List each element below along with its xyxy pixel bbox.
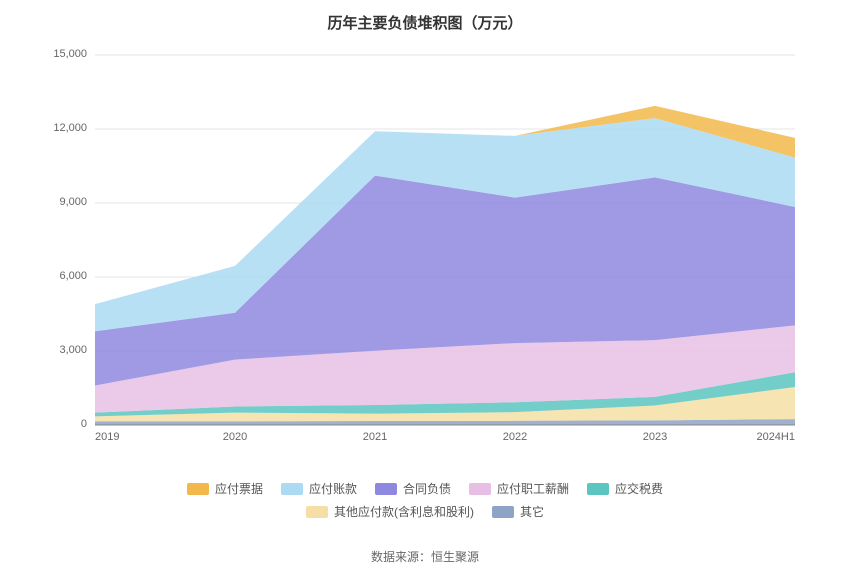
y-axis-label: 3,000 [59, 344, 87, 356]
legend-label: 其它 [520, 503, 544, 520]
y-axis-label: 0 [81, 418, 87, 430]
legend-item[interactable]: 其他应付款(含利息和股利) [306, 503, 474, 520]
source-prefix: 数据来源： [371, 550, 431, 564]
y-axis-label: 12,000 [53, 122, 87, 134]
chart-title: 历年主要负债堆积图（万元） [0, 0, 850, 33]
y-axis-label: 15,000 [53, 48, 87, 60]
x-axis-label: 2019 [95, 431, 119, 443]
legend-item[interactable]: 应付票据 [187, 480, 263, 497]
data-source: 数据来源：恒生聚源 [0, 548, 850, 565]
chart-container: 历年主要负债堆积图（万元） 应付票据 应付账款 合同负债 应付职工薪酬 应交税费其他应付… [0, 0, 850, 575]
plot-area [95, 55, 795, 425]
y-axis-label: 6,000 [59, 270, 87, 282]
legend-swatch [492, 506, 514, 518]
x-axis-label: 2024H1 [756, 431, 795, 443]
legend-swatch [187, 483, 209, 495]
x-axis-label: 2023 [643, 431, 667, 443]
legend-swatch [306, 506, 328, 518]
x-axis-label: 2021 [363, 431, 387, 443]
legend-swatch [469, 483, 491, 495]
legend-label: 应付账款 [309, 480, 357, 497]
legend-swatch [375, 483, 397, 495]
legend-label: 应付票据 [215, 480, 263, 497]
legend-item[interactable]: 应付账款 [281, 480, 357, 497]
x-axis-label: 2020 [223, 431, 247, 443]
legend: 应付票据 应付账款 合同负债 应付职工薪酬 应交税费其他应付款(含利息和股利) 其它 [0, 480, 850, 520]
legend-item[interactable]: 应付职工薪酬 [469, 480, 569, 497]
legend-label: 其他应付款(含利息和股利) [334, 503, 474, 520]
legend-label: 应付职工薪酬 [497, 480, 569, 497]
legend-swatch [587, 483, 609, 495]
y-axis-label: 9,000 [59, 196, 87, 208]
legend-swatch [281, 483, 303, 495]
legend-item[interactable]: 其它 [492, 503, 544, 520]
legend-label: 应交税费 [615, 480, 663, 497]
source-name: 恒生聚源 [431, 550, 479, 564]
legend-item[interactable]: 应交税费 [587, 480, 663, 497]
legend-item[interactable]: 合同负债 [375, 480, 451, 497]
legend-label: 合同负债 [403, 480, 451, 497]
x-axis-label: 2022 [503, 431, 527, 443]
